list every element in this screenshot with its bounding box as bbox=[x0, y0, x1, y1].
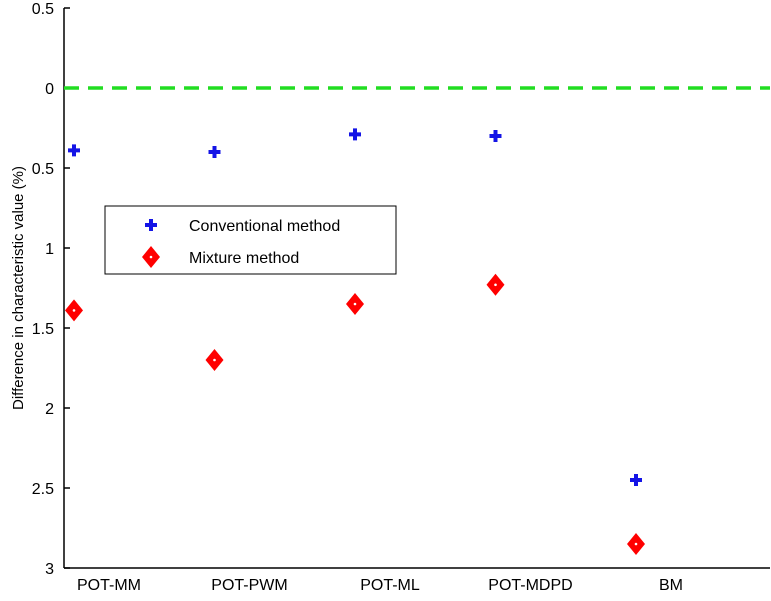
legend: Conventional method Mixture method bbox=[104, 205, 397, 275]
axes: 0.5 0 0.5 1 1.5 2 2.5 3 POT-MM POT-PWM POT-ML POT-M… bbox=[32, 1, 770, 594]
y-tick-label: 2 bbox=[45, 401, 54, 418]
data-point-mixture bbox=[205, 349, 224, 371]
y-tick-label: 1 bbox=[45, 241, 54, 258]
x-tick-label: POT-MDPD bbox=[488, 577, 572, 594]
x-tick-label: POT-MM bbox=[77, 577, 141, 594]
y-tick-label: 0 bbox=[45, 81, 54, 98]
data-point-mixture bbox=[346, 293, 364, 315]
y-tick-label: 2.5 bbox=[32, 481, 54, 498]
data-point-conventional bbox=[208, 146, 221, 158]
data-point-mixture bbox=[486, 273, 505, 296]
y-tick-label: 0.5 bbox=[32, 1, 54, 18]
data-point-conventional bbox=[349, 128, 361, 141]
legend-label: Conventional method bbox=[189, 218, 340, 235]
data-point-conventional bbox=[68, 144, 80, 157]
y-tick-label: 1.5 bbox=[32, 321, 54, 338]
x-tick-label: POT-PWM bbox=[211, 577, 287, 594]
x-tick-label: BM bbox=[659, 577, 683, 594]
x-tick-label: POT-ML bbox=[360, 577, 420, 594]
legend-marker-mixture bbox=[142, 246, 160, 268]
data-point-mixture bbox=[65, 299, 83, 322]
data-point-mixture bbox=[627, 533, 645, 555]
legend-marker-conventional bbox=[145, 219, 157, 231]
data-point-conventional bbox=[489, 130, 502, 142]
y-tick-label: 0.5 bbox=[32, 161, 54, 178]
data-marks bbox=[65, 128, 645, 555]
y-axis-label: Difference in characteristic value (%) bbox=[10, 166, 27, 410]
data-point-conventional bbox=[630, 474, 642, 486]
y-tick-label: 3 bbox=[45, 561, 54, 578]
legend-label: Mixture method bbox=[189, 250, 299, 267]
